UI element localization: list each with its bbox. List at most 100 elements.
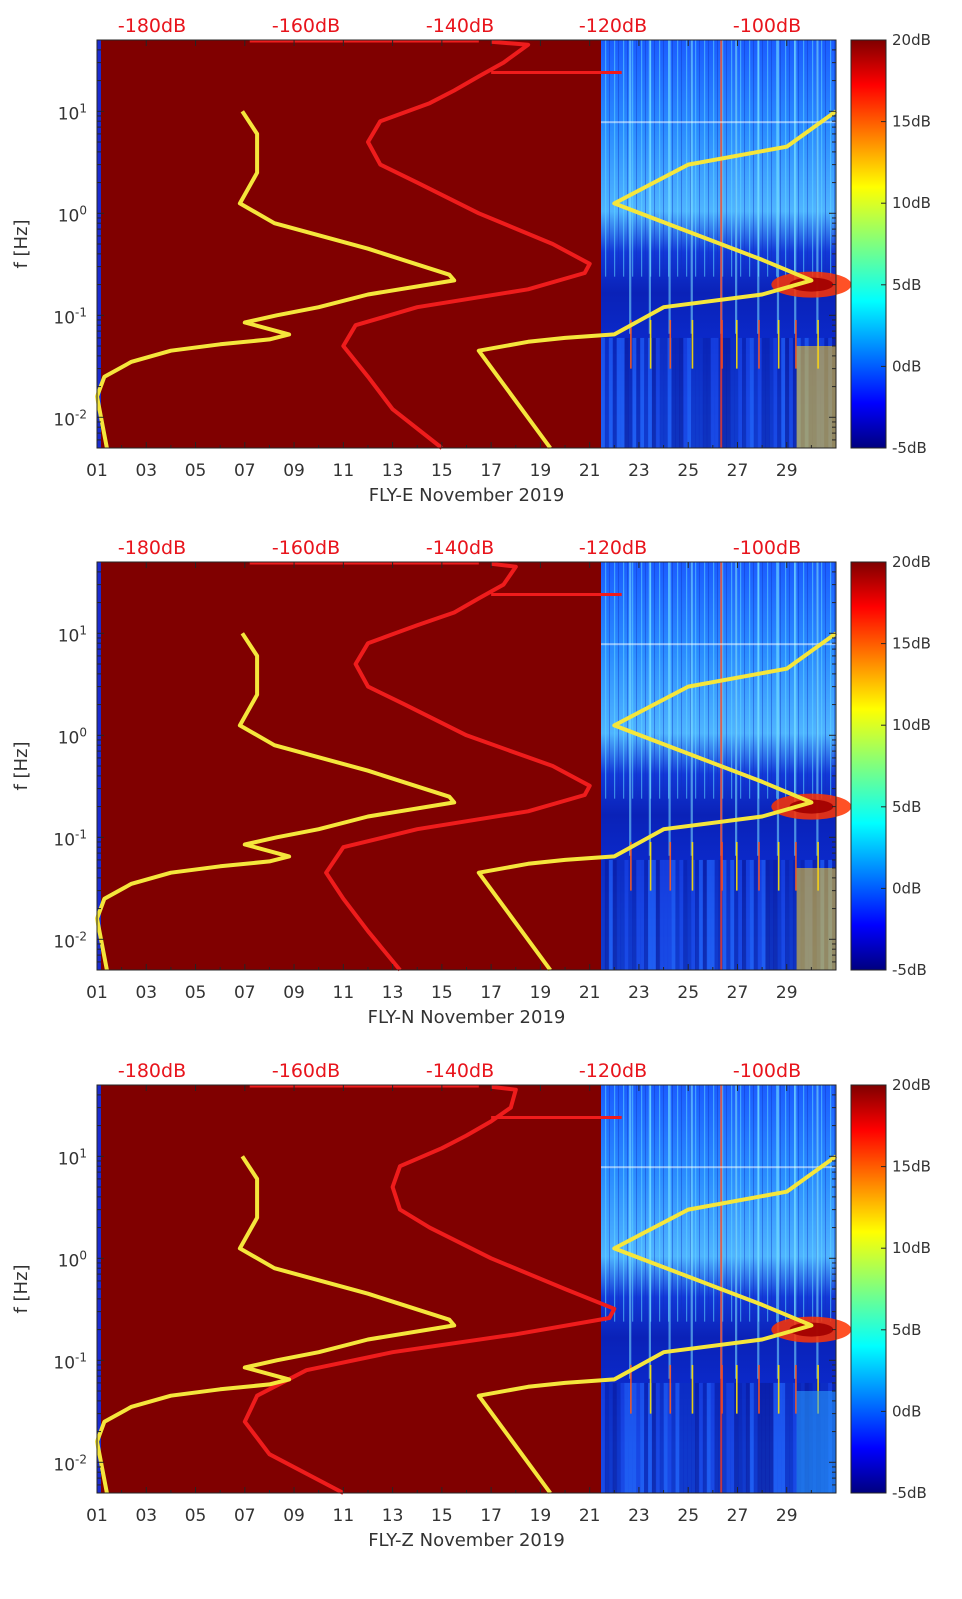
x-tick-label: 03 bbox=[135, 1506, 157, 1526]
x-axis-title: FLY-Z November 2019 bbox=[368, 1530, 565, 1551]
x-tick-label: 29 bbox=[776, 461, 798, 481]
y-tick-label: 101 bbox=[58, 101, 87, 124]
colorbar-label: -5dB bbox=[892, 961, 927, 979]
top-axis-label: -140dB bbox=[426, 15, 494, 37]
noise-model-line bbox=[476, 631, 838, 972]
colorbar-label: 0dB bbox=[892, 1402, 921, 1420]
top-axis-label: -100dB bbox=[733, 15, 801, 37]
top-axis-label: -160dB bbox=[272, 1060, 340, 1082]
colorbar-label: 5dB bbox=[892, 798, 921, 816]
x-tick-label: 13 bbox=[382, 983, 404, 1003]
top-axis-label: -120dB bbox=[579, 15, 647, 37]
colorbar-label: 10dB bbox=[892, 194, 931, 212]
y-tick-label: 100 bbox=[58, 1248, 87, 1271]
y-tick-label: 100 bbox=[58, 725, 87, 748]
colorbar-label: 15dB bbox=[892, 635, 931, 653]
colorbar-label: 15dB bbox=[892, 113, 931, 131]
x-tick-label: 15 bbox=[431, 983, 453, 1003]
top-axis-label: -100dB bbox=[733, 1060, 801, 1082]
colorbar-label: 20dB bbox=[892, 31, 931, 49]
x-tick-label: 01 bbox=[86, 1506, 108, 1526]
x-tick-label: 05 bbox=[185, 1506, 207, 1526]
noise-model-line bbox=[476, 109, 838, 450]
x-tick-label: 19 bbox=[530, 1506, 552, 1526]
y-tick-label: 10-2 bbox=[53, 929, 87, 952]
x-tick-label: 01 bbox=[86, 461, 108, 481]
colorbar: 20dB 15dB 10dB 5dB 0dB -5dB bbox=[850, 1076, 931, 1502]
y-tick-label: 10-1 bbox=[53, 1350, 87, 1373]
noise-model-line bbox=[95, 632, 457, 971]
panel-1: 01 03 05 07 09 11 13 15 17 19 21 23 25 27 29 101 100 10-1… bbox=[11, 15, 931, 506]
x-tick-label: 27 bbox=[727, 461, 749, 481]
x-tick-label: 05 bbox=[185, 461, 207, 481]
y-tick-label: 101 bbox=[58, 623, 87, 646]
top-axis-label: -180dB bbox=[118, 1060, 186, 1082]
x-tick-label: 17 bbox=[480, 1506, 502, 1526]
x-tick-label: 07 bbox=[234, 461, 256, 481]
x-tick-label: 21 bbox=[579, 983, 601, 1003]
spectrogram bbox=[601, 40, 852, 448]
x-tick-label: 23 bbox=[628, 1506, 650, 1526]
top-axis-label: -120dB bbox=[579, 537, 647, 559]
y-axis-title: f [Hz] bbox=[11, 741, 32, 790]
colorbar-label: -5dB bbox=[892, 1484, 927, 1502]
x-axis-title: FLY-N November 2019 bbox=[368, 1007, 566, 1028]
top-axis-label: -140dB bbox=[426, 1060, 494, 1082]
panel-3: 01 03 05 07 09 11 13 15 17 19 21 23 25 27 29 101 100 10-1… bbox=[11, 1060, 931, 1551]
noise-model-line bbox=[476, 1154, 838, 1495]
x-tick-label: 11 bbox=[333, 1506, 355, 1526]
x-tick-label: 07 bbox=[234, 983, 256, 1003]
x-tick-label: 21 bbox=[579, 1506, 601, 1526]
top-axis-label: -180dB bbox=[118, 15, 186, 37]
x-tick-label: 03 bbox=[135, 461, 157, 481]
x-tick-label: 15 bbox=[431, 461, 453, 481]
x-tick-label: 23 bbox=[628, 983, 650, 1003]
y-axis-title: f [Hz] bbox=[11, 1264, 32, 1313]
noise-model-line bbox=[95, 1155, 457, 1494]
psd-curve-line bbox=[324, 561, 592, 972]
x-tick-label: 27 bbox=[727, 983, 749, 1003]
colorbar-label: 5dB bbox=[892, 276, 921, 294]
x-tick-label: 09 bbox=[283, 1506, 305, 1526]
colorbar-label: 10dB bbox=[892, 716, 931, 734]
psd-curve-line bbox=[341, 39, 592, 450]
top-axis-label: -120dB bbox=[579, 1060, 647, 1082]
top-axis-label: -100dB bbox=[733, 537, 801, 559]
x-tick-label: 17 bbox=[480, 983, 502, 1003]
noise-model-line bbox=[95, 110, 457, 449]
x-tick-label: 13 bbox=[382, 461, 404, 481]
x-tick-label: 15 bbox=[431, 1506, 453, 1526]
y-tick-label: 10-2 bbox=[53, 1452, 87, 1475]
x-tick-label: 05 bbox=[185, 983, 207, 1003]
x-tick-label: 01 bbox=[86, 983, 108, 1003]
x-tick-label: 17 bbox=[480, 461, 502, 481]
top-axis-label: -160dB bbox=[272, 537, 340, 559]
x-tick-label: 19 bbox=[530, 983, 552, 1003]
colorbar-label: 5dB bbox=[892, 1321, 921, 1339]
y-tick-label: 101 bbox=[58, 1146, 87, 1169]
x-tick-label: 29 bbox=[776, 1506, 798, 1526]
y-tick-label: 10-1 bbox=[53, 305, 87, 328]
x-tick-label: 23 bbox=[628, 461, 650, 481]
x-tick-label: 19 bbox=[530, 461, 552, 481]
colorbar-label: 0dB bbox=[892, 879, 921, 897]
x-tick-label: 09 bbox=[283, 461, 305, 481]
top-axis-label: -140dB bbox=[426, 537, 494, 559]
x-tick-label: 29 bbox=[776, 983, 798, 1003]
colorbar-label: 10dB bbox=[892, 1239, 931, 1257]
colorbar-label: 15dB bbox=[892, 1158, 931, 1176]
psd-curve-line bbox=[242, 1084, 617, 1495]
x-tick-label: 27 bbox=[727, 1506, 749, 1526]
x-tick-label: 11 bbox=[333, 461, 355, 481]
colorbar-label: 20dB bbox=[892, 1076, 931, 1094]
top-axis-label: -180dB bbox=[118, 537, 186, 559]
y-tick-label: 10-2 bbox=[53, 407, 87, 430]
x-tick-label: 25 bbox=[677, 983, 699, 1003]
y-tick-label: 10-1 bbox=[53, 827, 87, 850]
colorbar-label: -5dB bbox=[892, 439, 927, 457]
x-tick-label: 25 bbox=[677, 1506, 699, 1526]
colorbar-label: 0dB bbox=[892, 357, 921, 375]
y-tick-label: 100 bbox=[58, 203, 87, 226]
x-tick-label: 13 bbox=[382, 1506, 404, 1526]
